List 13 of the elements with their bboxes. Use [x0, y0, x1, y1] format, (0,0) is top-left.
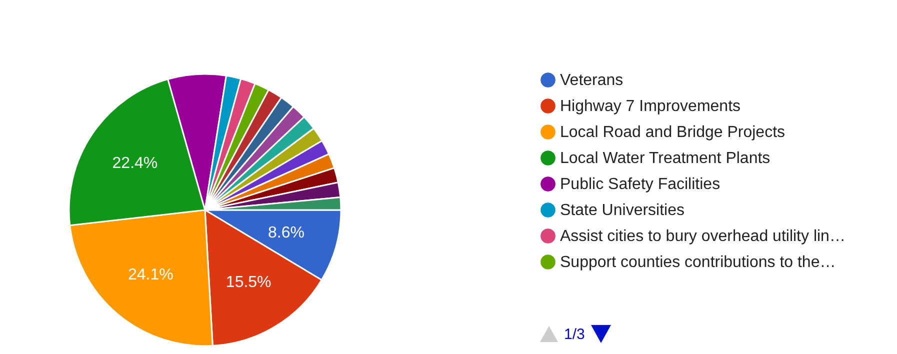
legend-label: Local Water Treatment Plants: [560, 150, 770, 167]
data-label: 22.4%: [112, 155, 158, 172]
data-label: 15.5%: [226, 274, 272, 292]
legend-label: Highway 7 Improvements: [560, 98, 741, 115]
legend-label: Veterans: [560, 72, 624, 89]
legend-label: State Universities: [560, 202, 684, 219]
legend-label: Local Road and Bridge Projects: [560, 124, 786, 141]
data-label: 8.6%: [268, 224, 304, 242]
legend-label: Support counties contributions to the…: [560, 254, 836, 271]
legend-label: Public Safety Facilities: [560, 176, 720, 193]
data-label: 24.1%: [128, 266, 174, 284]
legend-label: Assist cities to bury overhead utility lin…: [560, 228, 846, 245]
text: 1/3: [564, 326, 585, 342]
